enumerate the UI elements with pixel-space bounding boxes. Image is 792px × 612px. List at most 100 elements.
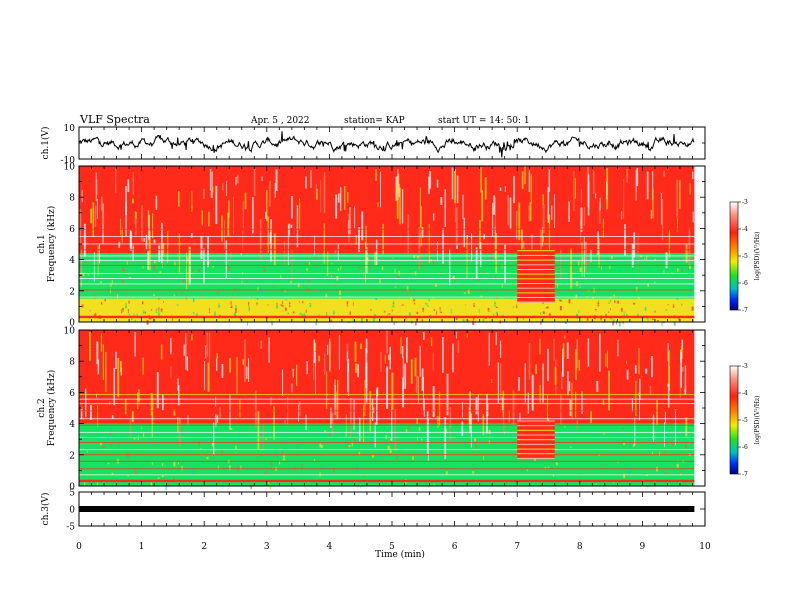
ch2-spectrogram-speckle: [186, 356, 188, 371]
ch1-spectrogram-speckle: [276, 304, 279, 309]
ch1-spectrogram-speckle: [479, 242, 482, 267]
ch1-spectrogram-speckle: [681, 268, 683, 272]
ch1-spectrogram-speckle: [158, 312, 160, 317]
ch2-spectrogram-speckle: [526, 469, 528, 472]
ch2-spectrogram-speckle: [334, 379, 336, 416]
ch1-spectrogram-speckle: [396, 184, 399, 219]
ch1-spectrogram-speckle: [504, 185, 506, 192]
ch1-spectrogram-speckle: [83, 223, 86, 257]
ch2-spectrogram-speckle: [262, 423, 264, 451]
ch1-spectrogram-speckle: [314, 235, 315, 256]
ch1-spectrogram-speckle: [405, 318, 407, 321]
ch2-spectrogram-speckle: [113, 368, 116, 406]
ch1-spectrogram-speckle: [437, 241, 438, 262]
ch2-spectrogram-speckle: [380, 351, 382, 373]
ch2-spectrogram-speckle: [421, 368, 424, 391]
ch2-spectrogram-speckle: [358, 433, 360, 436]
ch1-spectrogram-speckle: [125, 303, 127, 309]
ch1-spectrogram-speckle: [436, 310, 438, 315]
ch1-spectrogram-speckle: [90, 208, 93, 224]
ch2-spectrogram-speckle: [115, 351, 117, 369]
ch1-spectrogram-speckle: [373, 317, 375, 322]
ch1-spectrogram-speckle: [499, 187, 502, 191]
ch1-spectrogram-speckle: [692, 211, 694, 223]
ch2-spectrogram-speckle: [244, 339, 246, 382]
ch1-spectrogram-speckle: [227, 266, 230, 270]
ch1-spectrogram-speckle: [158, 296, 160, 300]
ch2-spectrogram-low-line: [79, 479, 695, 482]
ch1-spectrogram-band: [79, 298, 695, 322]
ch1-spectrogram-speckle: [338, 297, 341, 302]
ch1-spectrogram-speckle: [513, 176, 515, 204]
ch1-spectrogram-speckle: [185, 295, 187, 300]
ch2-spectrogram-speckle: [152, 395, 154, 425]
ch2-spectrogram-speckle: [118, 444, 120, 447]
ch1-spectrogram-speckle: [654, 284, 657, 286]
ch1-colorbar-bar: [729, 201, 739, 311]
ch2-spectrogram-speckle: [204, 360, 206, 391]
ch1-spectrogram-speckle: [613, 294, 615, 298]
ch1-spectrogram-speckle: [442, 228, 444, 264]
ch1-spectrogram-speckle: [482, 318, 485, 322]
ch1-spectrogram-speckle: [153, 239, 156, 243]
ch2-spectrogram-burst-line: [517, 420, 555, 422]
ch1-spectrogram-narrowband: [79, 304, 695, 306]
ch2-spectrogram-speckle: [656, 467, 658, 472]
ch2-spectrogram-speckle: [187, 414, 189, 426]
ch1-spectrogram-speckle: [398, 270, 400, 276]
ch2-spectrogram-speckle: [143, 432, 145, 438]
ch1-spectrogram-speckle: [597, 231, 599, 255]
ch2-spectrogram-speckle: [357, 364, 359, 378]
ch1-spectrogram-speckle: [174, 261, 176, 266]
ch1-spectrogram-speckle: [410, 271, 412, 274]
ch2-spectrogram-speckle: [445, 471, 448, 475]
ch1-spectrogram-speckle: [414, 302, 416, 305]
ch1-spectrogram-speckle: [375, 169, 377, 181]
ch2-spectrogram-speckle: [474, 438, 476, 442]
ch1-spectrogram-speckle: [96, 179, 98, 195]
ch2-spectrogram-speckle: [313, 459, 316, 462]
ch1-spectrogram-speckle: [145, 234, 148, 250]
ch1-spectrogram-speckle: [598, 202, 601, 224]
ch1-spectrogram-speckle: [110, 288, 111, 294]
ch1-spectrogram-speckle: [586, 260, 589, 264]
ch1-spectrogram-speckle: [319, 289, 321, 293]
ch1-spectrogram-speckle: [352, 302, 354, 306]
ch1-spectrogram-speckle: [432, 297, 434, 301]
ch2-spectrogram-speckle: [85, 388, 87, 418]
ch1-spectrogram-speckle: [122, 267, 125, 272]
ch2-spectrogram-burst-line: [517, 453, 555, 455]
ch2-spectrogram-speckle: [491, 379, 493, 383]
ch2-spectrogram-speckle: [318, 355, 321, 362]
ch1-spectrogram-speckle: [352, 317, 354, 323]
ch2-spectrogram-speckle: [629, 443, 631, 449]
ch1-spectrogram-speckle: [616, 320, 618, 325]
ch1-spectrogram-speckle: [260, 237, 262, 242]
ch1-spectrogram-speckle: [665, 309, 668, 311]
ch2-spectrogram-speckle: [668, 350, 670, 388]
ch1-spectrogram-speckle: [480, 295, 483, 298]
ch1-spectrogram-speckle: [101, 302, 103, 305]
ch1-spectrogram-speckle: [416, 311, 419, 315]
ch2-spectrogram-speckle: [235, 445, 237, 449]
ch2-spectrogram-speckle: [590, 410, 592, 424]
ch2-spectrogram-speckle: [626, 360, 628, 364]
ch2-spectrogram-speckle: [328, 433, 331, 438]
ch2-spectrogram-speckle: [625, 475, 627, 480]
ch1-spectrogram-speckle: [308, 262, 310, 266]
ch2-spectrogram-speckle: [571, 382, 573, 418]
ch2-spectrogram-speckle: [112, 435, 114, 438]
ch1-spectrogram-speckle: [134, 319, 136, 322]
ch2-spectrogram-speckle: [533, 458, 536, 462]
ch1-spectrogram-narrowband: [79, 243, 695, 245]
ch1-spectrogram-speckle: [339, 290, 341, 295]
ch1-spectrogram-speckle: [521, 171, 524, 190]
ch1-spectrogram-speckle: [186, 257, 189, 261]
ch2-spectrogram-speckle: [89, 332, 91, 361]
ch2-spectrogram-speckle: [488, 332, 490, 366]
ch2-spectrogram-speckle: [229, 358, 232, 373]
ch2-spectrogram-burst-line: [517, 443, 555, 445]
time-axis: 0 1 2 3 4 5 6 7 8 9 10: [76, 542, 711, 552]
ch2-spectrogram-speckle: [416, 418, 418, 424]
ch1-spectrogram-speckle: [559, 305, 562, 311]
